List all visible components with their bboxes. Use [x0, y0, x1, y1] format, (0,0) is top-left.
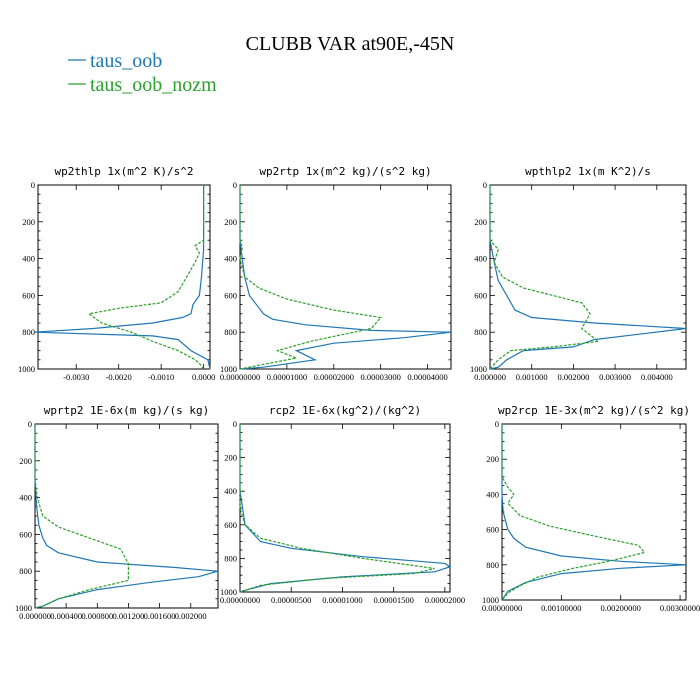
series-line-taus-oob-nozm: [34, 424, 129, 609]
y-tick-label: 0: [233, 419, 237, 429]
x-tick-label: 0.00001500: [373, 595, 413, 605]
x-tick-label: 0.00003000: [360, 372, 400, 382]
y-tick-label: 400: [224, 254, 237, 264]
x-tick-label: 0.00100000: [541, 603, 581, 613]
x-tick-label: 0.001200: [113, 611, 145, 621]
y-tick-label: 0: [483, 180, 487, 190]
y-tick-label: 600: [224, 290, 237, 300]
x-tick-label: -0.0030: [63, 372, 89, 382]
plot-frame: [501, 423, 687, 601]
x-tick-label: 0.001600: [144, 611, 176, 621]
y-tick-label: 200: [486, 454, 499, 464]
series-line-taus-oob: [489, 185, 687, 370]
y-tick-label: 1000: [15, 603, 32, 613]
panel-1: wp2thlp 1x(m^2 K)/s^2 0 200 400 600 800 1000 -0…: [18, 165, 215, 382]
y-tick-label: 400: [486, 489, 499, 499]
series-line-taus-oob: [239, 424, 452, 593]
x-tick-label: 0.00002000: [425, 595, 465, 605]
y-tick-label: 800: [474, 327, 487, 337]
x-tick-label: 0.00300000: [660, 603, 700, 613]
panel-title: wp2thlp 1x(m^2 K)/s^2: [54, 165, 193, 178]
legend-label-taus-oob: taus_oob: [90, 50, 162, 72]
plot-frame: [239, 423, 451, 593]
y-tick-label: 800: [224, 553, 237, 563]
y-tick-label: 400: [474, 254, 487, 264]
x-tick-label: 0.00001000: [267, 372, 307, 382]
y-tick-label: 1000: [220, 364, 237, 374]
x-tick-label: 0.003000: [599, 372, 631, 382]
panel-title: wpthlp2 1x(m K^2)/s: [525, 165, 651, 178]
panel-title: rcp2 1E-6x(kg^2)/(kg^2): [269, 404, 421, 417]
panel-6: wp2rcp 1E-3x(m^2 kg)/(s^2 kg) 0 200 400 600 8…: [482, 404, 700, 613]
y-tick-label: 0: [495, 419, 499, 429]
panel-title: wp2rtp 1x(m^2 kg)/(s^2 kg): [259, 165, 431, 178]
y-tick-label: 800: [22, 327, 35, 337]
x-tick-label: 0.00002000: [314, 372, 354, 382]
x-tick-label: 0.000000: [474, 372, 506, 382]
y-tick-label: 0: [31, 180, 35, 190]
y-tick-label: 1000: [220, 587, 237, 597]
series-line-taus-oob-nozm: [501, 424, 646, 601]
legend: taus_oob taus_oob_nozm: [68, 50, 217, 96]
x-tick-label: 0.00000000: [220, 372, 260, 382]
panel-title: wprtp2 1E-6x(m kg)/(s kg): [44, 404, 210, 417]
x-tick-label: 0.000000: [19, 611, 51, 621]
x-tick-label: -0.0020: [106, 372, 132, 382]
series-line-taus-oob-nozm: [239, 424, 435, 593]
panels: wp2thlp 1x(m^2 K)/s^2 0 200 400 600 800 1000 -0…: [15, 165, 700, 621]
x-tick-label: -0.0010: [148, 372, 174, 382]
x-tick-label: 0.00000000: [482, 603, 522, 613]
series-line-taus-oob-nozm: [489, 185, 600, 370]
y-tick-label: 200: [224, 217, 237, 227]
series-line-taus-oob-nozm: [239, 185, 382, 370]
x-tick-label: 0.00000000: [220, 595, 260, 605]
x-tick-label: 0.001000: [516, 372, 548, 382]
panel-4: wprtp2 1E-6x(m kg)/(s kg) 0 200 400 600 800 10…: [15, 404, 219, 621]
y-tick-label: 200: [19, 456, 32, 466]
plot-frame: [239, 184, 452, 370]
y-tick-label: 200: [224, 453, 237, 463]
y-tick-label: 1000: [18, 364, 35, 374]
y-tick-label: 800: [19, 566, 32, 576]
x-tick-label: 0.002000: [557, 372, 589, 382]
y-tick-label: 800: [486, 560, 499, 570]
plot-frame: [37, 184, 211, 370]
y-tick-label: 400: [19, 493, 32, 503]
y-tick-label: 800: [224, 327, 237, 337]
x-tick-label: 0.002000: [175, 611, 207, 621]
x-tick-label: 0.00000500: [271, 595, 311, 605]
x-tick-label: 0.004000: [641, 372, 673, 382]
x-tick-label: 0.00200000: [601, 603, 641, 613]
series-line-taus-oob: [33, 185, 211, 370]
y-tick-label: 600: [224, 520, 237, 530]
y-tick-label: 600: [474, 290, 487, 300]
figure-title: CLUBB VAR at90E,-45N: [246, 33, 455, 55]
x-tick-label: 0.0000: [192, 372, 215, 382]
y-tick-label: 1000: [482, 595, 499, 605]
y-tick-label: 200: [22, 217, 35, 227]
legend-label-taus-oob-nozm: taus_oob_nozm: [90, 74, 217, 96]
y-tick-label: 600: [19, 529, 32, 539]
x-tick-label: 0.000400: [50, 611, 82, 621]
panel-title: wp2rcp 1E-3x(m^2 kg)/(s^2 kg): [498, 404, 690, 417]
y-tick-label: 600: [486, 525, 499, 535]
x-tick-label: 0.00004000: [407, 372, 447, 382]
y-tick-label: 400: [22, 254, 35, 264]
panel-3: wpthlp2 1x(m K^2)/s020040060080010000.00…: [470, 165, 687, 382]
y-tick-label: 0: [28, 419, 32, 429]
x-tick-label: 0.000800: [81, 611, 113, 621]
y-tick-label: 1000: [470, 364, 487, 374]
y-tick-label: 400: [224, 486, 237, 496]
panel-5: rcp2 1E-6x(kg^2)/(kg^2) 0 200 400 600 800 1000…: [220, 404, 465, 605]
series-line-taus-oob-nozm: [87, 185, 205, 370]
series-line-taus-oob: [239, 185, 452, 370]
x-tick-label: 0.00001000: [322, 595, 362, 605]
y-tick-label: 0: [233, 180, 237, 190]
series-line-taus-oob: [34, 424, 219, 609]
y-tick-label: 600: [22, 290, 35, 300]
panel-2: wp2rtp 1x(m^2 kg)/(s^2 kg) 0 200 400 600 800 1…: [220, 165, 452, 382]
y-tick-label: 200: [474, 217, 487, 227]
series-line-taus-oob: [501, 424, 687, 601]
